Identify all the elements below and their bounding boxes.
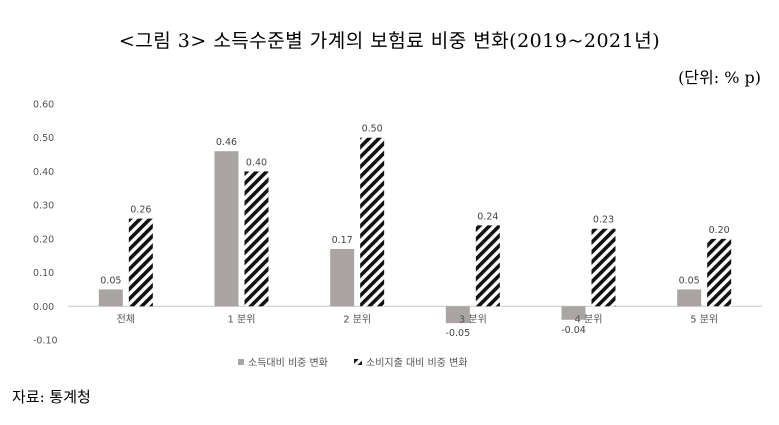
data-label: 0.24 bbox=[477, 211, 498, 222]
bar-series-2-0 bbox=[128, 218, 153, 307]
y-tick-label: 0.10 bbox=[33, 268, 54, 279]
y-tick-label: 0.20 bbox=[33, 234, 54, 245]
bar-series-2-2 bbox=[360, 137, 385, 307]
y-tick-label: -0.10 bbox=[33, 336, 58, 347]
bar-series-1-5 bbox=[677, 289, 702, 307]
x-tick-label: 1 분위 bbox=[228, 312, 256, 325]
data-label: 0.23 bbox=[593, 215, 614, 226]
chart-title: <그림 3> 소득수준별 가계의 보험료 비중 변화(2019~2021년) bbox=[118, 30, 661, 52]
x-tick-label: 3 분위 bbox=[459, 312, 487, 325]
bar-series-2-4 bbox=[591, 228, 616, 307]
legend-swatch-series-2 bbox=[354, 359, 362, 365]
y-tick-label: 0.60 bbox=[33, 100, 54, 111]
legend-label-series-1: 소득대비 비중 변화 bbox=[248, 357, 328, 369]
y-tick-label: 0.50 bbox=[33, 133, 54, 144]
bars: 0.05 0.26 0.46 0.40 0.17 0.50 -0.05 0.24 -0.04 0.… bbox=[98, 124, 732, 339]
x-tick-label: 4 분위 bbox=[575, 312, 603, 325]
source-note: 자료: 통계청 bbox=[12, 388, 91, 406]
bar-series-1-1 bbox=[214, 151, 239, 307]
y-tick-label: 0.30 bbox=[33, 201, 54, 212]
data-label: 0.26 bbox=[130, 205, 151, 216]
data-label: -0.04 bbox=[561, 325, 586, 336]
y-tick-label: 0.40 bbox=[33, 167, 54, 178]
data-label: 0.40 bbox=[246, 157, 267, 168]
bar-series-2-1 bbox=[244, 171, 269, 307]
legend-swatch-series-1 bbox=[238, 359, 244, 365]
x-tick-label: 5 분위 bbox=[690, 312, 718, 325]
data-label: 0.05 bbox=[100, 275, 121, 286]
data-label: 0.50 bbox=[362, 124, 383, 135]
bar-series-1-2 bbox=[330, 248, 355, 307]
bar-series-1-3 bbox=[445, 306, 470, 324]
bar-series-2-3 bbox=[475, 225, 500, 307]
bar-series-2-5 bbox=[707, 238, 732, 307]
unit-label: (단위: % p) bbox=[678, 68, 761, 87]
bar-chart: 0.600.500.400.300.200.100.00-0.10 0.050.… bbox=[33, 100, 762, 369]
data-label: 0.05 bbox=[679, 275, 700, 286]
legend: 소득대비 비중 변화 소비지출 대비 비중 변화 bbox=[238, 357, 468, 369]
x-tick-label: 2 분위 bbox=[343, 312, 371, 325]
data-label: -0.05 bbox=[446, 328, 471, 339]
data-label: 0.46 bbox=[216, 137, 237, 148]
legend-label-series-2: 소비지출 대비 비중 변화 bbox=[366, 357, 468, 369]
data-label: 0.17 bbox=[332, 235, 353, 246]
bar-series-1-4 bbox=[561, 306, 586, 320]
bar-series-1-0 bbox=[98, 289, 123, 307]
x-axis: 전체 1 분위 2 분위 3 분위 4 분위 5 분위 bbox=[117, 312, 719, 325]
data-label: 0.20 bbox=[709, 225, 730, 236]
y-tick-label: 0.00 bbox=[33, 302, 54, 313]
x-tick-label: 전체 bbox=[117, 313, 135, 325]
y-axis: 0.60 0.50 0.40 0.30 0.20 0.10 0.00 -0.10 bbox=[33, 100, 58, 347]
